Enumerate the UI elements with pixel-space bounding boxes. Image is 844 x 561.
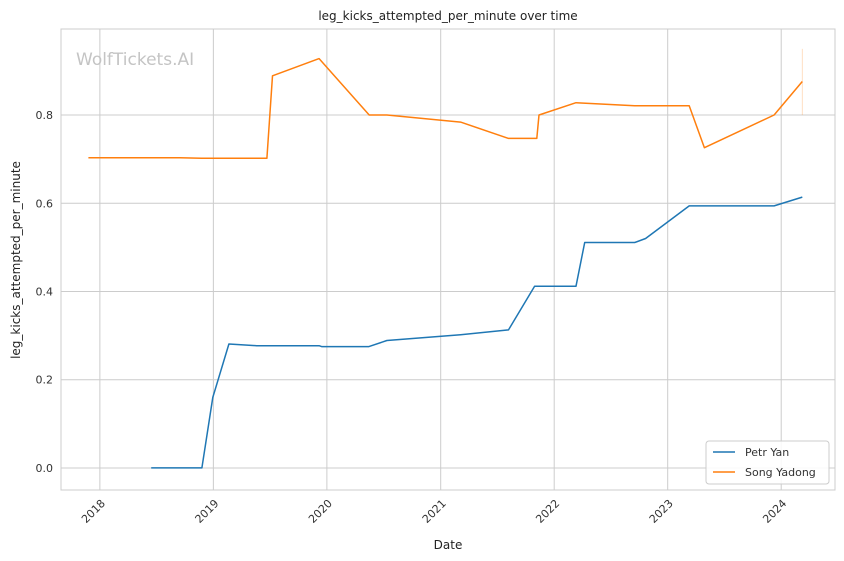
series-line-song-yadong — [88, 57, 803, 160]
legend: Petr Yan Song Yadong — [705, 440, 830, 485]
y-tick-label: 0.6 — [36, 197, 54, 210]
data-point-petr-yan — [634, 242, 636, 244]
data-point-song-yadong — [201, 157, 203, 159]
data-point-petr-yan — [228, 343, 230, 345]
y-tick-label: 0.4 — [36, 285, 54, 298]
data-point-song-yadong — [179, 157, 181, 159]
chart-title: leg_kicks_attempted_per_minute over time — [318, 9, 577, 23]
watermark-text: WolfTickets.AI — [76, 50, 194, 70]
tick-labels: 0.0 0.2 0.4 0.6 0.8 2018 2019 2020 2021 2022 2023 2… — [36, 109, 790, 526]
data-point-petr-yan — [584, 242, 586, 244]
data-point-song-yadong — [538, 114, 540, 116]
data-point-song-yadong — [271, 75, 273, 77]
data-point-petr-yan — [688, 205, 690, 207]
x-tick-label: 2024 — [760, 497, 789, 526]
grid — [61, 29, 835, 490]
data-point-petr-yan — [386, 339, 388, 341]
y-tick-label: 0.8 — [36, 109, 54, 122]
x-tick-label: 2018 — [79, 497, 108, 526]
legend-label-petr-yan: Petr Yan — [745, 446, 789, 459]
data-point-petr-yan — [645, 238, 647, 240]
data-point-petr-yan — [212, 396, 214, 398]
series-line-petr-yan — [151, 196, 803, 469]
data-point-petr-yan — [534, 285, 536, 287]
data-point-song-yadong — [318, 58, 320, 60]
y-tick-label: 0.0 — [36, 462, 54, 475]
data-point-petr-yan — [201, 467, 203, 469]
plot-area-frame — [60, 28, 836, 491]
legend-box — [705, 440, 830, 485]
data-point-song-yadong — [460, 121, 462, 123]
data-point-song-yadong — [773, 114, 775, 116]
x-tick-label: 2020 — [306, 497, 335, 526]
data-point-song-yadong — [688, 105, 690, 107]
data-point-petr-yan — [507, 329, 509, 331]
data-point-song-yadong — [507, 137, 509, 139]
legend-label-song-yadong: Song Yadong — [745, 466, 816, 479]
data-point-petr-yan — [321, 346, 323, 348]
data-point-petr-yan — [368, 346, 370, 348]
data-point-song-yadong — [575, 102, 577, 104]
data-point-petr-yan — [460, 334, 462, 336]
x-tick-label: 2021 — [420, 497, 449, 526]
data-point-song-yadong — [368, 114, 370, 116]
data-point-petr-yan — [318, 345, 320, 347]
data-point-petr-yan — [256, 345, 258, 347]
x-tick-label: 2022 — [533, 497, 562, 526]
data-point-song-yadong — [386, 114, 388, 116]
data-point-petr-yan — [575, 285, 577, 287]
data-point-song-yadong — [266, 157, 268, 159]
data-point-petr-yan — [773, 205, 775, 207]
y-axis-title: leg_kicks_attempted_per_minute — [9, 161, 23, 359]
series-layer — [87, 48, 803, 469]
data-point-song-yadong — [87, 157, 89, 159]
x-tick-label: 2019 — [193, 497, 222, 526]
y-tick-label: 0.2 — [36, 374, 54, 387]
data-point-song-yadong — [703, 147, 705, 149]
data-point-petr-yan — [150, 467, 152, 469]
data-point-song-yadong — [634, 105, 636, 107]
data-point-song-yadong — [536, 137, 538, 139]
x-axis-title: Date — [434, 538, 463, 552]
x-tick-label: 2023 — [647, 497, 676, 526]
data-point-petr-yan — [801, 196, 803, 198]
